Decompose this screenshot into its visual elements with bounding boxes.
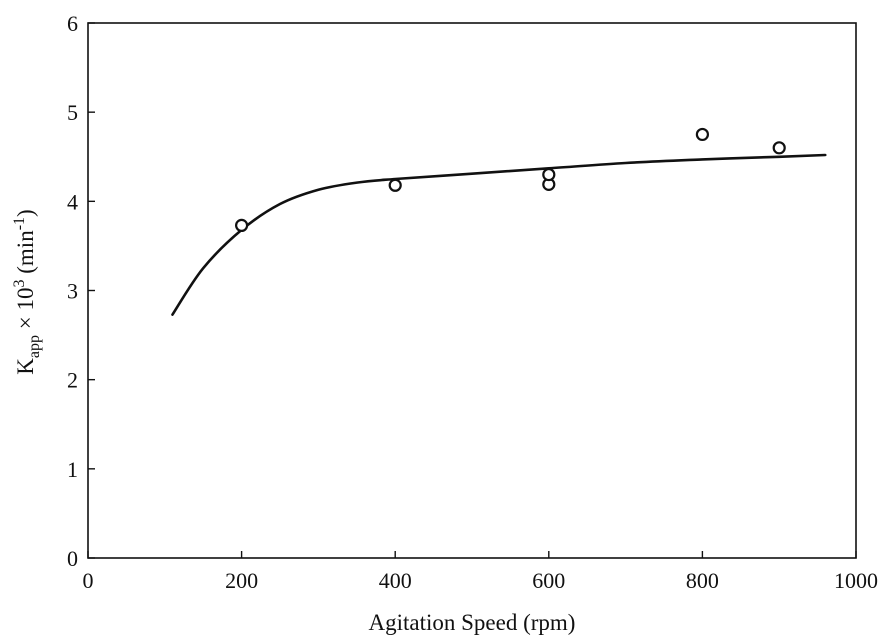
y-tick-label: 4 [67, 189, 78, 214]
y-axis-ticks: 0 1 2 3 4 5 6 [67, 11, 95, 571]
plot-frame [87, 22, 857, 559]
x-axis-title: Agitation Speed (rpm) [369, 610, 576, 635]
data-point [235, 218, 249, 233]
fitted-curve-layer [171, 153, 827, 316]
x-tick-label: 600 [532, 568, 565, 593]
y-tick-label: 6 [67, 11, 78, 36]
x-axis-ticks: 0 200 400 600 800 1000 [83, 551, 878, 593]
x-tick-label: 0 [83, 568, 94, 593]
y-tick-label: 0 [67, 546, 78, 571]
y-title-unit-exp: -1 [11, 217, 28, 230]
fitted-curve [171, 153, 827, 316]
y-tick-label: 1 [67, 457, 78, 482]
y-title-sub: app [26, 335, 43, 358]
y-title-unit-open: (min [13, 230, 38, 280]
y-tick-label: 2 [67, 368, 78, 393]
data-points-layer [235, 127, 786, 233]
y-axis-title: Kapp × 103 (min-1) [11, 209, 43, 374]
y-title-times: × 10 [13, 287, 38, 334]
y-tick-label: 5 [67, 100, 78, 125]
data-point [695, 127, 710, 142]
data-point [542, 167, 556, 182]
x-tick-label: 400 [379, 568, 412, 593]
x-tick-label: 200 [225, 568, 258, 593]
data-point [772, 141, 786, 155]
x-tick-label: 800 [686, 568, 719, 593]
x-tick-label: 1000 [834, 568, 878, 593]
y-title-unit-close: ) [13, 209, 38, 217]
y-title-exp: 3 [11, 279, 28, 287]
y-title-main: K [13, 358, 38, 375]
data-point [388, 178, 402, 192]
y-tick-label: 3 [67, 279, 78, 304]
